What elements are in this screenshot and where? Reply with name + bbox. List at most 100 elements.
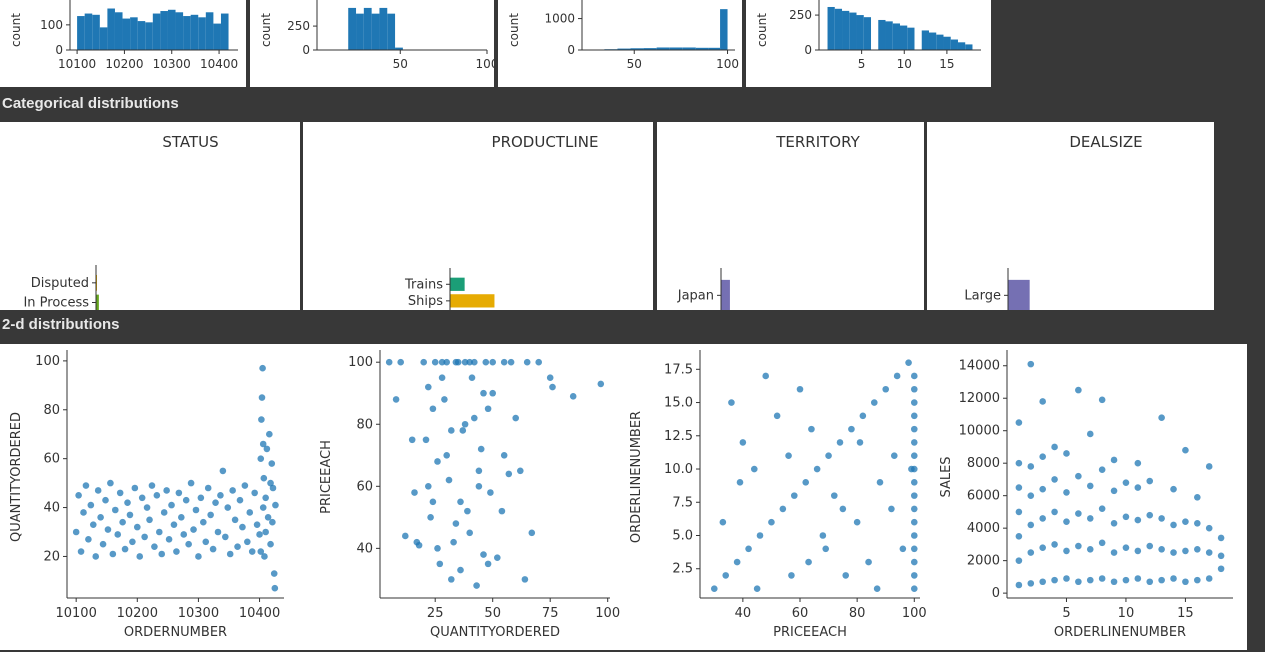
scatter-point bbox=[119, 518, 126, 526]
scatter-point bbox=[512, 414, 519, 422]
hist-bar bbox=[950, 39, 958, 50]
hist-bar bbox=[630, 48, 644, 50]
scatter-point bbox=[1158, 576, 1165, 584]
hist-bar bbox=[695, 47, 709, 50]
scatter-point bbox=[392, 396, 400, 403]
x-tick-label: 15 bbox=[939, 57, 954, 71]
x-tick-label: 100 bbox=[902, 606, 927, 621]
scatter-point bbox=[425, 383, 432, 391]
y-tick-label: 10.0 bbox=[664, 462, 693, 477]
scatter-point bbox=[1086, 576, 1094, 584]
x-tick-label: 100 bbox=[595, 606, 620, 621]
scatter-point bbox=[1205, 549, 1213, 556]
category-label: Trains bbox=[404, 277, 443, 292]
x-tick-label: 15 bbox=[1177, 606, 1194, 621]
scatter-point bbox=[1098, 575, 1106, 582]
hist-bar bbox=[395, 47, 403, 50]
scatter-point bbox=[457, 498, 464, 506]
hist-bar bbox=[878, 19, 886, 50]
scatter-sales-vs-line-chart: 5 10 15 0 2000 4000 6000 8000 10000 12000 14000 ORD… bbox=[939, 350, 1233, 640]
scatter-point bbox=[597, 380, 605, 388]
scatter-point bbox=[259, 504, 267, 511]
scatter-point bbox=[796, 385, 804, 393]
hist-bar bbox=[965, 44, 973, 50]
scatter-point bbox=[1039, 544, 1046, 551]
hist-bar bbox=[643, 48, 657, 50]
hist-bar bbox=[720, 9, 728, 51]
scatter-point bbox=[138, 494, 146, 502]
scatter-point bbox=[848, 425, 855, 433]
scatter-point bbox=[1158, 545, 1165, 553]
x-tick-label: 10400 bbox=[239, 606, 280, 621]
scatter-point bbox=[1110, 578, 1118, 586]
scatter-point bbox=[910, 399, 918, 406]
scatter-point bbox=[910, 452, 918, 460]
scatter-point bbox=[482, 358, 490, 366]
category-label: Large bbox=[964, 288, 1001, 303]
scatter-point bbox=[109, 550, 117, 558]
scatter-point bbox=[1075, 386, 1082, 394]
scatter-point bbox=[466, 358, 473, 366]
hist-bar bbox=[190, 14, 199, 51]
scatter-point bbox=[1170, 549, 1177, 556]
scatter-point bbox=[1075, 578, 1082, 586]
y-tick-label: 250 bbox=[789, 8, 812, 22]
category-label: Disputed bbox=[31, 276, 89, 291]
scatter-point bbox=[436, 560, 444, 568]
scatter-point bbox=[224, 504, 232, 511]
scatter-point bbox=[773, 412, 781, 420]
scatter-point bbox=[259, 364, 266, 372]
scatter-point bbox=[1122, 544, 1130, 551]
scatter-point bbox=[882, 385, 890, 393]
scatter-point bbox=[1182, 446, 1189, 454]
scatter-point bbox=[422, 436, 430, 444]
scatter-point bbox=[461, 420, 469, 428]
scatter-point bbox=[1110, 456, 1118, 464]
y-tick-label: 0 bbox=[992, 586, 1000, 601]
scatter-point bbox=[1146, 477, 1154, 485]
x-axis-label: ORDERNUMBER bbox=[124, 625, 227, 640]
categorical-section-title: Categorical distributions bbox=[2, 95, 179, 112]
x-tick-label: 40 bbox=[735, 606, 752, 621]
scatter-point bbox=[1194, 494, 1201, 501]
scatter-point bbox=[450, 538, 457, 546]
category-bar bbox=[450, 277, 465, 291]
hist-bar bbox=[842, 10, 850, 50]
scatter-point bbox=[1194, 545, 1201, 553]
hist-bar bbox=[167, 9, 176, 51]
y-tick-label: 12000 bbox=[959, 391, 1000, 406]
hist-bar bbox=[834, 8, 843, 50]
scatter-point bbox=[445, 476, 453, 484]
hist-bar bbox=[198, 17, 206, 50]
scatter-point bbox=[236, 496, 244, 504]
scatter-point bbox=[262, 494, 269, 502]
y-tick-label: 7.5 bbox=[672, 495, 693, 510]
scatter-point bbox=[1146, 578, 1154, 586]
scatter-point bbox=[454, 358, 462, 366]
bar-status-chart: STATUSShippedCancelledResolvedOn HoldIn … bbox=[23, 133, 219, 310]
scatter-point bbox=[270, 570, 278, 577]
scatter-point bbox=[1027, 549, 1035, 556]
scatter-point bbox=[226, 550, 234, 558]
hist-bar bbox=[892, 23, 900, 50]
scatter-point bbox=[1015, 581, 1023, 589]
scatter-point bbox=[160, 509, 168, 516]
hist-bar bbox=[921, 30, 929, 50]
scatter-point bbox=[1051, 576, 1058, 584]
scatter-point bbox=[719, 518, 727, 526]
scatter-point bbox=[1075, 510, 1082, 517]
scatter-point bbox=[267, 479, 274, 487]
y-axis-label: SALES bbox=[939, 456, 954, 497]
scatter-point bbox=[99, 540, 107, 548]
scatter-point bbox=[1134, 516, 1142, 524]
x-tick-label: 5 bbox=[1062, 606, 1070, 621]
scatter-point bbox=[471, 358, 478, 366]
scatter-point bbox=[750, 465, 758, 473]
category-label: Japan bbox=[677, 288, 714, 303]
scatter-point bbox=[505, 470, 513, 478]
scatter-point bbox=[261, 553, 268, 560]
scatter-point bbox=[1086, 515, 1094, 522]
y-tick-label: 14000 bbox=[959, 359, 1000, 374]
scatter-point bbox=[1205, 524, 1213, 532]
scatter-point bbox=[1110, 519, 1118, 527]
